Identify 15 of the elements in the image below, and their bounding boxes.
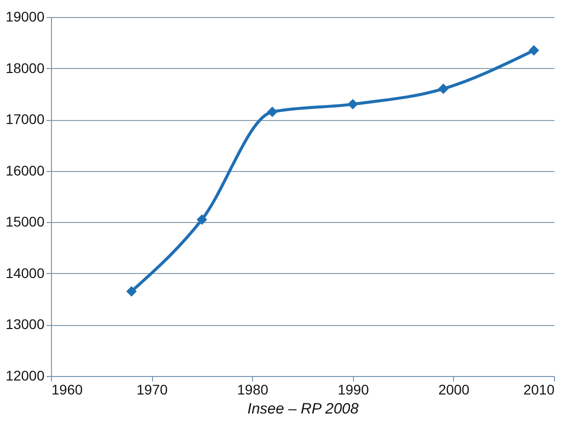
y-tick-label: 13000 xyxy=(6,316,45,332)
x-tick-label: 2010 xyxy=(523,382,555,398)
y-tick-label: 19000 xyxy=(6,8,45,24)
y-tick-label: 12000 xyxy=(6,368,45,384)
x-tick-label: 1970 xyxy=(136,382,168,398)
y-tick-label: 14000 xyxy=(6,264,45,281)
y-tick-label: 18000 xyxy=(6,60,45,76)
x-tick-label: 1980 xyxy=(237,382,268,398)
text: Insee – RP 2008 xyxy=(247,400,360,418)
y-tick-label: 16000 xyxy=(6,162,45,178)
y-tick-label: 17000 xyxy=(6,111,45,128)
y-tick-label: 15000 xyxy=(6,214,45,230)
x-tick-label: 1960 xyxy=(52,382,83,398)
x-tick-label: 1990 xyxy=(338,382,370,398)
x-tick-label: 2000 xyxy=(438,382,470,398)
